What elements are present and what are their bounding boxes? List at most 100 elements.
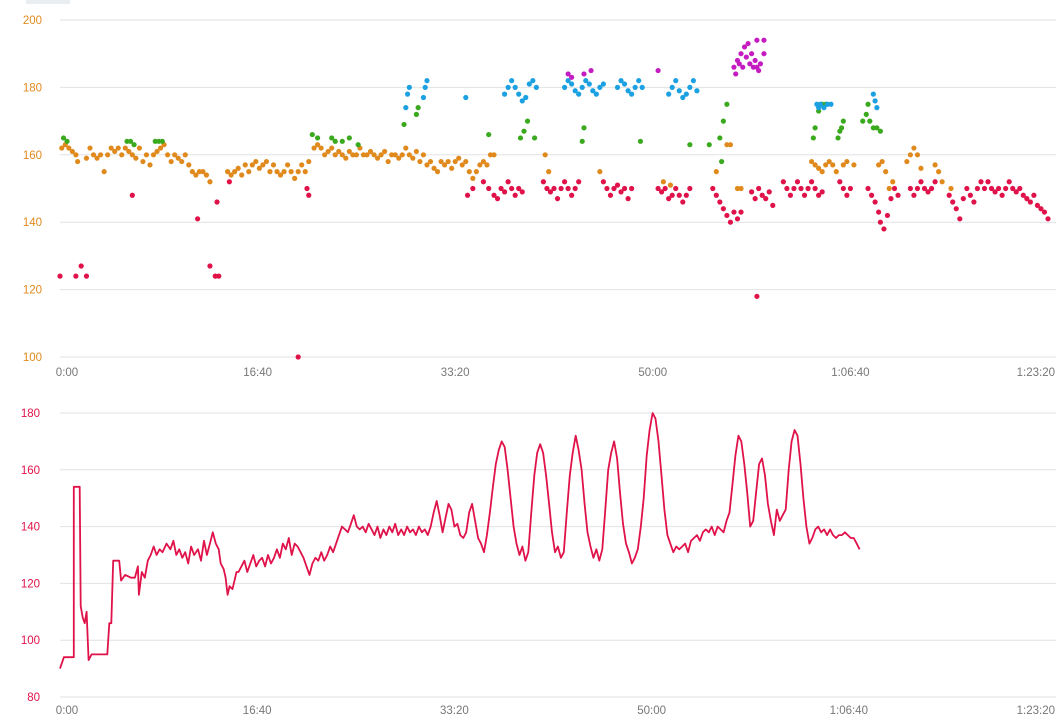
data-point	[274, 169, 280, 175]
data-point	[888, 196, 894, 202]
data-point	[60, 135, 67, 141]
data-point	[422, 84, 428, 90]
data-point	[306, 192, 312, 198]
data-point	[798, 185, 804, 192]
data-point	[189, 169, 195, 175]
data-point	[154, 148, 160, 155]
scrollbar-stub	[26, 0, 70, 4]
data-point	[179, 158, 185, 165]
data-point	[477, 162, 483, 168]
data-point	[346, 135, 352, 141]
data-point	[676, 192, 682, 198]
data-point	[322, 152, 328, 158]
data-point	[597, 84, 603, 90]
data-point	[918, 179, 924, 185]
data-point	[687, 84, 693, 90]
data-point	[868, 192, 875, 198]
data-point	[399, 152, 405, 158]
data-point	[524, 118, 531, 124]
data-point	[1034, 202, 1041, 208]
data-point	[226, 179, 232, 185]
data-point	[78, 263, 84, 269]
data-point	[57, 273, 63, 279]
data-point	[881, 226, 887, 232]
data-point	[895, 192, 901, 198]
data-point	[546, 169, 552, 175]
data-point	[971, 199, 977, 205]
data-point	[260, 162, 266, 168]
data-point	[1013, 189, 1019, 195]
data-point	[554, 196, 561, 202]
data-point	[329, 135, 335, 141]
data-point	[424, 78, 430, 84]
data-point	[717, 199, 723, 205]
data-point	[449, 165, 455, 171]
data-point	[874, 105, 880, 111]
data-point	[403, 105, 409, 111]
data-point	[75, 158, 81, 165]
data-point	[1045, 216, 1051, 222]
data-point	[844, 192, 850, 198]
data-point	[523, 94, 529, 101]
data-point	[364, 152, 370, 158]
data-point	[808, 158, 815, 165]
data-point	[456, 155, 462, 161]
y-tick-label: 120	[23, 285, 42, 297]
data-point	[131, 142, 137, 148]
x-tick-label: 1:06:40	[831, 367, 869, 379]
data-point	[558, 185, 564, 192]
data-point	[466, 169, 472, 175]
data-point	[309, 131, 315, 138]
data-point	[531, 135, 538, 141]
data-point	[680, 94, 686, 101]
data-point	[953, 206, 959, 212]
data-point	[97, 152, 104, 158]
data-point	[655, 185, 661, 192]
data-point	[740, 64, 746, 70]
data-point	[526, 81, 532, 87]
data-point	[812, 185, 818, 192]
data-point	[713, 192, 719, 198]
data-point	[921, 185, 928, 192]
data-point	[295, 354, 301, 360]
data-point	[948, 185, 954, 192]
data-point	[690, 78, 696, 84]
data-point	[396, 155, 402, 161]
data-point	[604, 185, 610, 192]
data-point	[667, 182, 674, 188]
data-point	[332, 138, 338, 144]
data-point	[182, 152, 188, 158]
data-point	[133, 155, 139, 161]
scatter-series	[57, 179, 1051, 360]
data-point	[877, 219, 883, 225]
data-point	[611, 185, 617, 192]
data-point	[805, 185, 811, 192]
data-point	[754, 293, 760, 299]
data-point	[763, 196, 769, 202]
data-point	[203, 172, 210, 178]
data-point	[292, 175, 298, 181]
data-point	[256, 165, 262, 171]
data-point	[424, 162, 430, 168]
data-point	[637, 138, 644, 144]
data-point	[431, 165, 437, 171]
data-point	[302, 169, 308, 175]
data-point	[498, 185, 504, 192]
data-point	[819, 189, 825, 195]
data-point	[413, 148, 419, 155]
data-point	[207, 263, 213, 269]
data-point	[745, 40, 751, 47]
data-point	[749, 51, 755, 57]
data-point	[720, 206, 726, 212]
y-tick-label: 80	[27, 692, 40, 704]
data-point	[694, 88, 700, 94]
data-point	[304, 185, 310, 192]
data-point	[904, 158, 910, 165]
data-point	[434, 169, 441, 175]
data-point	[216, 273, 222, 279]
data-point	[339, 138, 345, 144]
data-point	[346, 148, 352, 155]
data-point	[780, 179, 786, 185]
data-point	[840, 118, 846, 124]
